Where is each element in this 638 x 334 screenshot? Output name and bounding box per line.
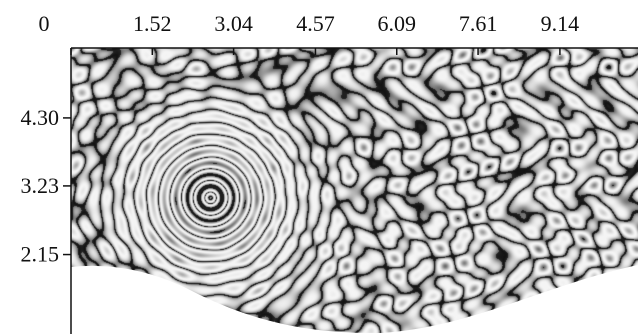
x-ticks: 0 1.52 3.04 4.57 6.09 7.61 9.14: [39, 11, 580, 55]
x-tick-label: 4.57: [296, 11, 335, 36]
x-tick-label: 1.52: [133, 11, 172, 36]
x-tick-label: 9.14: [541, 11, 580, 36]
interference-pattern: [71, 48, 638, 334]
y-tick-label: 2.15: [21, 242, 60, 267]
y-tick-label: 4.30: [21, 105, 60, 130]
y-ticks: 4.30 3.23 2.15: [21, 105, 71, 267]
x-tick-label: 7.61: [459, 11, 498, 36]
x-tick-label: 6.09: [378, 11, 417, 36]
y-tick-label: 3.23: [21, 173, 60, 198]
x-tick-label: 3.04: [214, 11, 253, 36]
heatmap-field: [71, 48, 638, 334]
axes: 0 1.52 3.04 4.57 6.09 7.61 9.14 4.30 3.23 2.15: [21, 11, 638, 334]
x-tick-label: 0: [39, 11, 50, 36]
